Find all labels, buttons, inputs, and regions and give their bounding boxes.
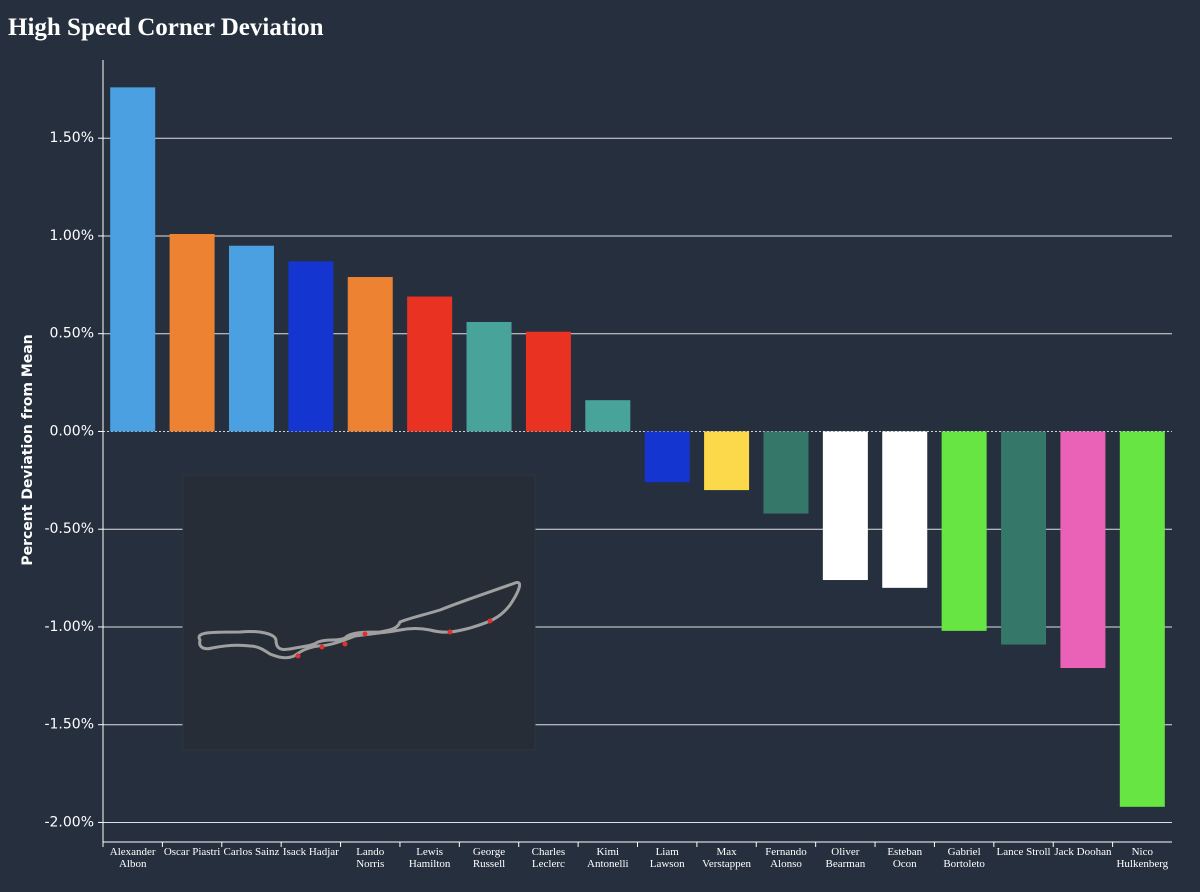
bar [525,331,571,432]
x-tick-label: Lewis Hamilton [409,846,451,870]
y-tick-label: 0.50% [50,326,94,342]
track-inset [182,474,536,751]
y-axis-label: Percent Deviation from Mean [20,334,36,565]
bar [1060,431,1106,669]
x-tick-label: Carlos Sainz [224,846,280,858]
y-tick-label: -0.50% [44,521,94,537]
bars [110,87,1165,807]
x-tick-label: Lance Stroll [996,846,1050,858]
chart-title: High Speed Corner Deviation [8,14,324,41]
x-tick-label: Charles Leclerc [532,846,566,870]
y-tick-label: -2.00% [44,814,94,830]
corner-markers [295,618,493,659]
y-tick-label: 1.50% [50,130,94,146]
bar [288,261,334,432]
corner-marker [319,644,325,650]
x-tick-label: Lando Norris [356,846,385,870]
corner-marker [447,629,453,635]
y-tick-label: 1.00% [50,228,94,244]
track-outline [197,581,522,660]
corner-marker [342,641,348,647]
corner-marker [362,631,368,637]
x-tick-label: Jack Doohan [1054,846,1112,858]
x-tick-label: Kimi Antonelli [587,846,629,870]
inset-panel [182,474,536,751]
bar [1001,431,1047,645]
y-tick-label: 0.00% [50,423,94,439]
bar [763,431,809,514]
x-tick-label: Nico Hulkenberg [1116,846,1168,870]
y-tick-label: -1.00% [44,619,94,635]
bar [704,431,750,491]
bar [407,296,453,432]
bar [1119,431,1165,807]
corner-marker [295,653,301,659]
x-tick-label: Oscar Piastri [164,846,221,858]
x-tick-label: George Russell [473,846,505,870]
x-tick-label: Gabriel Bortoleto [943,846,985,870]
bar [169,233,215,432]
x-tick-label: Isack Hadjar [283,846,339,858]
corner-marker [487,618,493,624]
x-tick-label: Esteban Ocon [887,846,922,870]
bar [941,431,987,631]
bar [466,321,512,432]
bar [882,431,928,588]
x-tick-label: Max Verstappen [702,846,751,870]
bar [822,431,868,581]
x-tick-label: Fernando Alonso [765,846,807,870]
bar [585,400,631,432]
axes: -2.00% -1.50% -1.00% -0.50% 0.00% 0.50% 1.00% 1… [44,60,1172,870]
bar [228,245,274,432]
y-tick-label: -1.50% [44,717,94,733]
bar [347,277,393,432]
x-tick-label: Alexander Albon [110,846,156,870]
x-tick-label: Liam Lawson [650,846,685,870]
bar [644,431,690,483]
x-tick-label: Oliver Bearman [826,846,866,870]
bar [110,87,156,432]
